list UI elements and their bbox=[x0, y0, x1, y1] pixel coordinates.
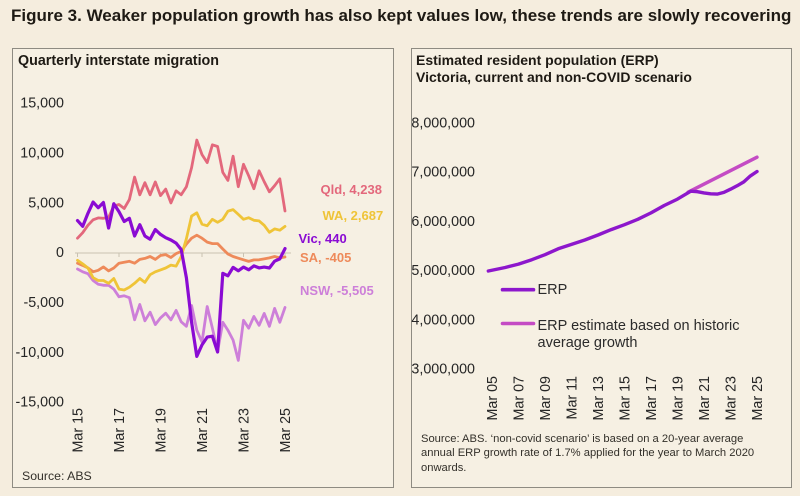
svg-text:Mar 19: Mar 19 bbox=[671, 376, 687, 421]
svg-text:Mar 15: Mar 15 bbox=[618, 376, 634, 421]
svg-text:Mar 25: Mar 25 bbox=[750, 376, 766, 421]
svg-text:Mar 17: Mar 17 bbox=[644, 376, 660, 421]
svg-text:15,000: 15,000 bbox=[20, 96, 64, 112]
svg-text:10,000: 10,000 bbox=[20, 146, 64, 162]
svg-text:Mar 07: Mar 07 bbox=[512, 376, 528, 421]
svg-text:7,000,000: 7,000,000 bbox=[411, 165, 475, 181]
svg-text:-15,000: -15,000 bbox=[16, 395, 65, 411]
svg-text:Mar 05: Mar 05 bbox=[485, 376, 501, 421]
svg-text:0: 0 bbox=[56, 245, 64, 261]
svg-text:5,000: 5,000 bbox=[28, 195, 64, 211]
svg-text:Mar 21: Mar 21 bbox=[195, 408, 211, 453]
svg-text:Mar 23: Mar 23 bbox=[237, 408, 253, 453]
svg-text:4,000,000: 4,000,000 bbox=[411, 313, 475, 329]
svg-text:Mar 21: Mar 21 bbox=[697, 376, 713, 421]
svg-text:Mar 17: Mar 17 bbox=[112, 408, 128, 453]
svg-text:5,000,000: 5,000,000 bbox=[411, 263, 475, 279]
svg-text:Mar 19: Mar 19 bbox=[154, 408, 170, 453]
svg-text:Mar 23: Mar 23 bbox=[724, 376, 740, 421]
svg-text:Mar 11: Mar 11 bbox=[565, 376, 581, 419]
svg-text:Mar 25: Mar 25 bbox=[278, 408, 294, 453]
svg-text:8,000,000: 8,000,000 bbox=[411, 116, 475, 132]
svg-text:3,000,000: 3,000,000 bbox=[411, 362, 475, 378]
svg-text:Mar 09: Mar 09 bbox=[538, 376, 554, 421]
svg-text:6,000,000: 6,000,000 bbox=[411, 214, 475, 230]
svg-text:Mar 13: Mar 13 bbox=[591, 376, 607, 421]
svg-text:-5,000: -5,000 bbox=[23, 295, 64, 311]
svg-text:Mar 15: Mar 15 bbox=[71, 408, 87, 453]
svg-text:-10,000: -10,000 bbox=[16, 345, 65, 361]
